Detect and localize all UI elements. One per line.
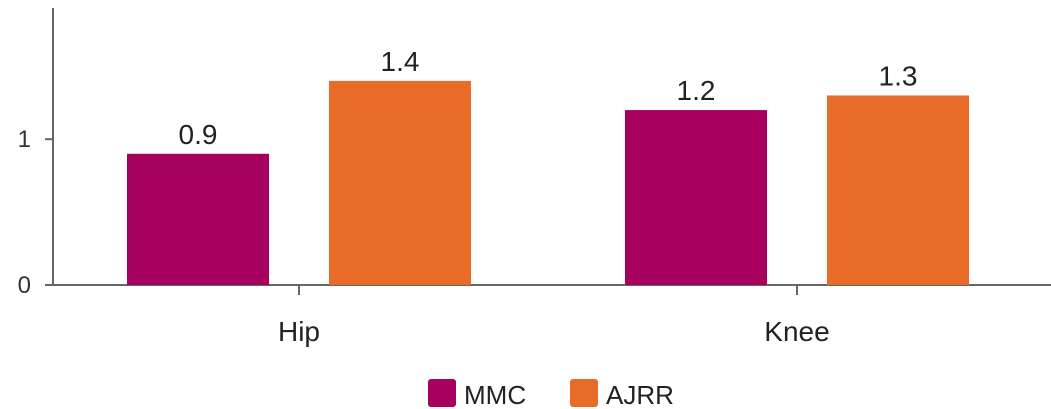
bar-ajrr-knee <box>827 95 969 285</box>
y-tick-label: 0 <box>18 272 31 299</box>
bar-mmc-hip <box>127 153 269 285</box>
legend-swatch-mmc <box>428 379 456 407</box>
data-label: 0.9 <box>179 119 218 150</box>
x-tick-label: Knee <box>764 316 829 347</box>
data-label: 1.3 <box>879 60 918 91</box>
bar-ajrr-hip <box>329 80 471 285</box>
legend-label-mmc: MMC <box>464 380 526 409</box>
bar-mmc-knee <box>625 110 767 285</box>
x-tick-label: Hip <box>278 316 320 347</box>
legend: MMC AJRR <box>428 379 674 409</box>
plot-area: 0 1 Hip Knee 0.9 1.2 1.4 1.3 <box>18 8 1051 347</box>
data-label: 1.4 <box>381 46 420 77</box>
y-tick-label: 1 <box>18 126 31 153</box>
legend-label-ajrr: AJRR <box>606 380 674 409</box>
legend-swatch-ajrr <box>570 379 598 407</box>
data-label: 1.2 <box>677 75 716 106</box>
